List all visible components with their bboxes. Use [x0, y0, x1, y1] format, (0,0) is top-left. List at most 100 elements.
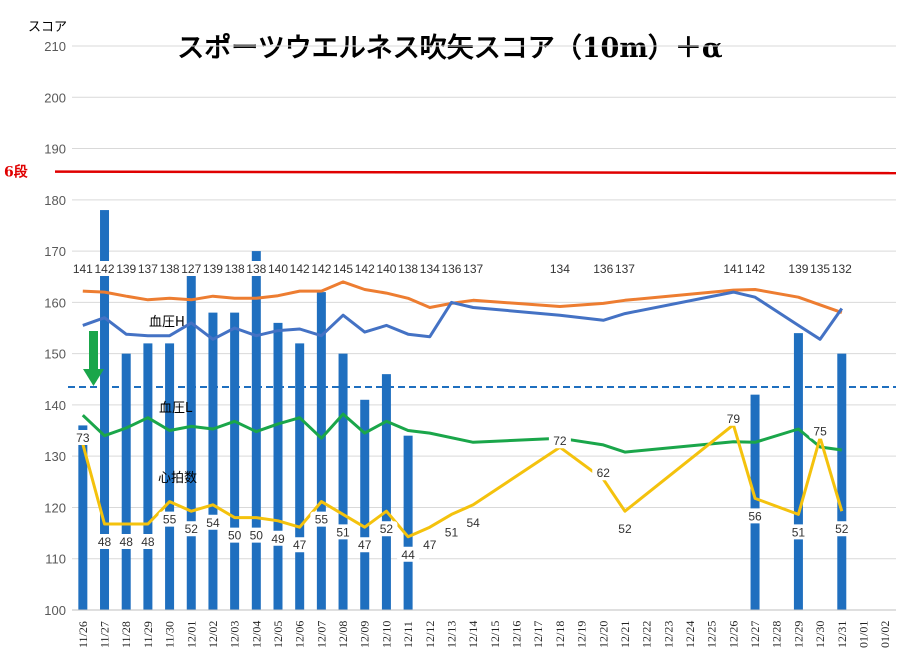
bar-top-label-bg — [352, 261, 377, 276]
heart-rate-label: 50 — [250, 529, 264, 543]
line-series — [81, 280, 844, 539]
heart-rate-label: 44 — [401, 548, 415, 562]
heart-rate-label-bg — [223, 527, 246, 543]
heart-rate-label-bg — [310, 511, 333, 527]
heart-rate-line — [81, 423, 844, 539]
bar-top-label: 138 — [225, 262, 245, 276]
bar-top-label-bg — [396, 261, 421, 276]
heart-rate-label-bg — [201, 514, 224, 530]
bar-top-label-bg — [374, 261, 399, 276]
heart-rate-label-bg — [288, 537, 311, 553]
heart-rate-label-bg — [353, 537, 376, 553]
x-tick-label: 12/17 — [531, 621, 545, 648]
bar-top-label-bg — [829, 261, 854, 276]
x-tick-label: 12/18 — [553, 621, 567, 648]
bar-top-label: 127 — [181, 262, 201, 276]
bar-top-label: 142 — [95, 262, 115, 276]
bar — [230, 312, 240, 610]
x-tick-label: 12/24 — [683, 621, 697, 648]
x-tick-label: 12/09 — [358, 621, 372, 648]
bar-top-label-bg — [743, 261, 768, 276]
bar-top-label: 145 — [333, 262, 353, 276]
bar — [143, 343, 153, 610]
x-tick-label: 12/13 — [444, 621, 458, 648]
x-tick-label: 12/11 — [401, 621, 415, 648]
bar — [165, 343, 175, 610]
bar — [100, 210, 110, 610]
bar-top-label-bg — [222, 261, 247, 276]
heart-rate-label-bg — [830, 521, 853, 537]
heart-rate-label-bg — [158, 511, 181, 527]
annotation-arrow — [83, 331, 104, 386]
bar — [121, 353, 131, 610]
bar — [360, 399, 370, 610]
heart-rate-label-bg — [375, 521, 398, 537]
bar-top-label: 139 — [788, 262, 808, 276]
x-tick-label: 11/30 — [163, 621, 177, 648]
bar — [403, 435, 413, 610]
heart-rate-label: 51 — [792, 525, 806, 539]
bar-top-label-bg — [439, 261, 464, 276]
bar-top-label-bg — [808, 261, 833, 276]
heart-rate-label-bg — [267, 530, 289, 546]
y-tick-label: 140 — [44, 398, 66, 413]
bar — [381, 374, 391, 610]
bar-top-label-bg — [157, 261, 182, 276]
x-tick-label: 12/01 — [184, 621, 198, 648]
bar-top-label: 137 — [463, 262, 483, 276]
y-axis-label: スコア — [28, 20, 67, 35]
y-tick-label: 150 — [44, 347, 66, 362]
annotation-bp-high: 血圧H — [149, 315, 185, 330]
heart-rate-label-bg — [613, 521, 636, 537]
bar — [793, 333, 803, 610]
x-tick-label: 12/23 — [661, 621, 675, 648]
bar-top-label-bg — [591, 261, 616, 276]
heart-rate-label: 52 — [835, 522, 849, 536]
heart-rate-label: 54 — [206, 516, 220, 530]
y-tick-label: 160 — [44, 295, 66, 310]
y-tick-label: 180 — [44, 193, 66, 208]
y-tick-label: 190 — [44, 142, 66, 157]
reference-lines: 6段 — [4, 164, 897, 388]
bar-top-label: 140 — [268, 262, 288, 276]
green-arrow-shaft — [89, 331, 98, 371]
x-tick-label: 12/08 — [336, 621, 350, 648]
bar-top-label: 141 — [723, 262, 743, 276]
bar-top-label: 138 — [398, 262, 418, 276]
heart-rate-label: 51 — [445, 525, 459, 539]
heart-rate-label-bg — [592, 465, 615, 481]
heart-rate-label-bg — [440, 524, 463, 540]
bar-top-label-bg — [266, 261, 290, 276]
bar-top-label-bg — [721, 261, 746, 276]
y-tick-label: 200 — [44, 90, 66, 105]
heart-rate-label: 62 — [597, 466, 611, 480]
heart-rate-label: 55 — [315, 513, 329, 527]
x-tick-label: 12/20 — [596, 621, 610, 648]
heart-rate-label: 48 — [141, 535, 155, 549]
y-tick-label: 170 — [44, 244, 66, 259]
score-avg-line — [82, 280, 843, 315]
x-tick-label: 01/01 — [856, 621, 870, 648]
bar-top-label-bg — [786, 261, 811, 276]
x-tick-label: 12/16 — [510, 621, 524, 648]
heart-rate-label: 54 — [466, 516, 480, 530]
bar-top-label: 132 — [832, 262, 852, 276]
y-tick-label: 210 — [44, 39, 66, 54]
reference-line-6dan — [54, 170, 897, 175]
heart-rate-label: 47 — [293, 538, 307, 552]
x-tick-label: 12/19 — [575, 621, 589, 648]
bar-top-label-bg — [612, 261, 637, 276]
bar-top-label: 138 — [246, 262, 266, 276]
heart-rate-label: 50 — [228, 529, 242, 543]
bar-top-label-bg — [309, 261, 334, 276]
bar-top-label-bg — [70, 261, 95, 276]
bar-top-label-bg — [200, 261, 225, 276]
heart-rate-label-bg — [462, 514, 485, 530]
y-tick-label: 100 — [44, 603, 66, 618]
reference-line-label: 6段 — [4, 164, 28, 181]
heart-rate-label: 48 — [120, 535, 134, 549]
series-annotations: 血圧H 血圧L 心拍数 — [149, 315, 197, 486]
heart-rate-label-bg — [71, 430, 94, 445]
heart-rate-label-bg — [245, 527, 268, 543]
